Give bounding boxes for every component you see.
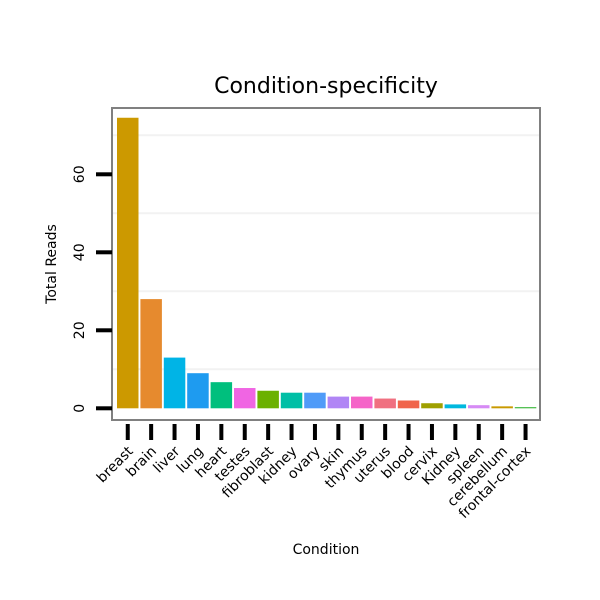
bar-lung [187, 373, 209, 409]
bar-cerebellum [491, 406, 513, 409]
bar-uterus [374, 398, 396, 409]
bar-testes [234, 388, 256, 409]
y-tick-label: 0 [72, 404, 88, 413]
y-tick-label: 20 [72, 321, 88, 339]
bar-kidney [444, 404, 467, 409]
bar-spleen [468, 405, 490, 409]
x-axis: breastbrainliverlunghearttestesfibroblas… [94, 424, 534, 522]
bar-brain [140, 299, 162, 409]
chart-title: Condition-specificity [214, 74, 438, 99]
bar-ovary [304, 392, 326, 409]
y-tick-label: 40 [72, 243, 88, 261]
y-tick-label: 60 [72, 165, 88, 183]
bars [117, 117, 537, 409]
bar-fibroblast [257, 390, 279, 409]
bar-thymus [351, 396, 373, 409]
y-axis-label: Total Reads [44, 224, 60, 305]
bar-breast [117, 117, 139, 409]
bar-kidney [280, 392, 303, 409]
y-axis: 0 20 40 60 [72, 165, 112, 413]
bar-liver [163, 357, 186, 409]
bar-blood [397, 400, 420, 409]
bar-cervix [421, 403, 443, 409]
bar-skin [327, 396, 350, 409]
x-axis-label: Condition [293, 542, 360, 558]
bar-heart [210, 382, 233, 409]
plot-border [111, 107, 541, 421]
bar-frontal-cortex [514, 407, 537, 409]
